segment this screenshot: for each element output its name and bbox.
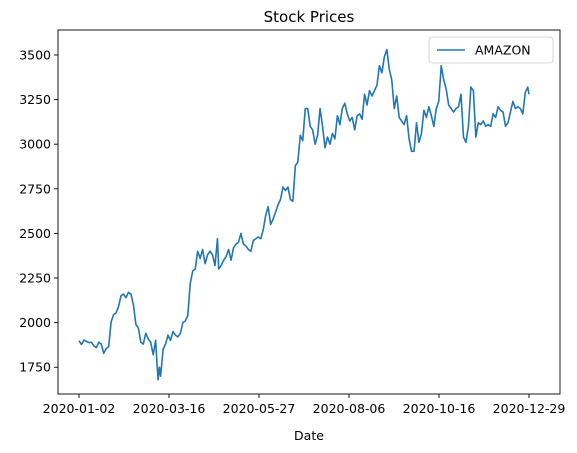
x-axis-label: Date [294,428,324,443]
y-tick-label: 2500 [19,226,51,241]
x-tick-label: 2020-12-29 [493,401,566,416]
legend-label-amazon: AMAZON [475,43,531,58]
y-tick-label: 3500 [19,47,51,62]
x-tick-label: 2020-08-06 [313,401,386,416]
amazon-series-line [78,48,530,381]
y-tick-label: 1750 [19,360,51,375]
legend: AMAZON [428,36,554,64]
x-axis: 2020-01-02 2020-03-16 2020-05-27 2020-08-06… [43,394,566,416]
x-tick-label: 2020-01-02 [43,401,116,416]
y-tick-label: 3250 [19,92,51,107]
x-tick-label: 2020-03-16 [133,401,206,416]
plot-area [57,29,561,395]
y-axis: 1750 2000 2250 2500 2750 3000 3250 3500 [19,47,58,375]
x-tick-label: 2020-05-27 [223,401,296,416]
y-tick-label: 2750 [19,181,51,196]
x-tick-label: 2020-10-16 [403,401,476,416]
y-tick-label: 3000 [19,137,51,152]
legend-box [428,36,554,64]
y-tick-label: 2000 [19,315,51,330]
y-tick-label: 2250 [19,271,51,286]
chart-title: Stock Prices [264,8,355,26]
